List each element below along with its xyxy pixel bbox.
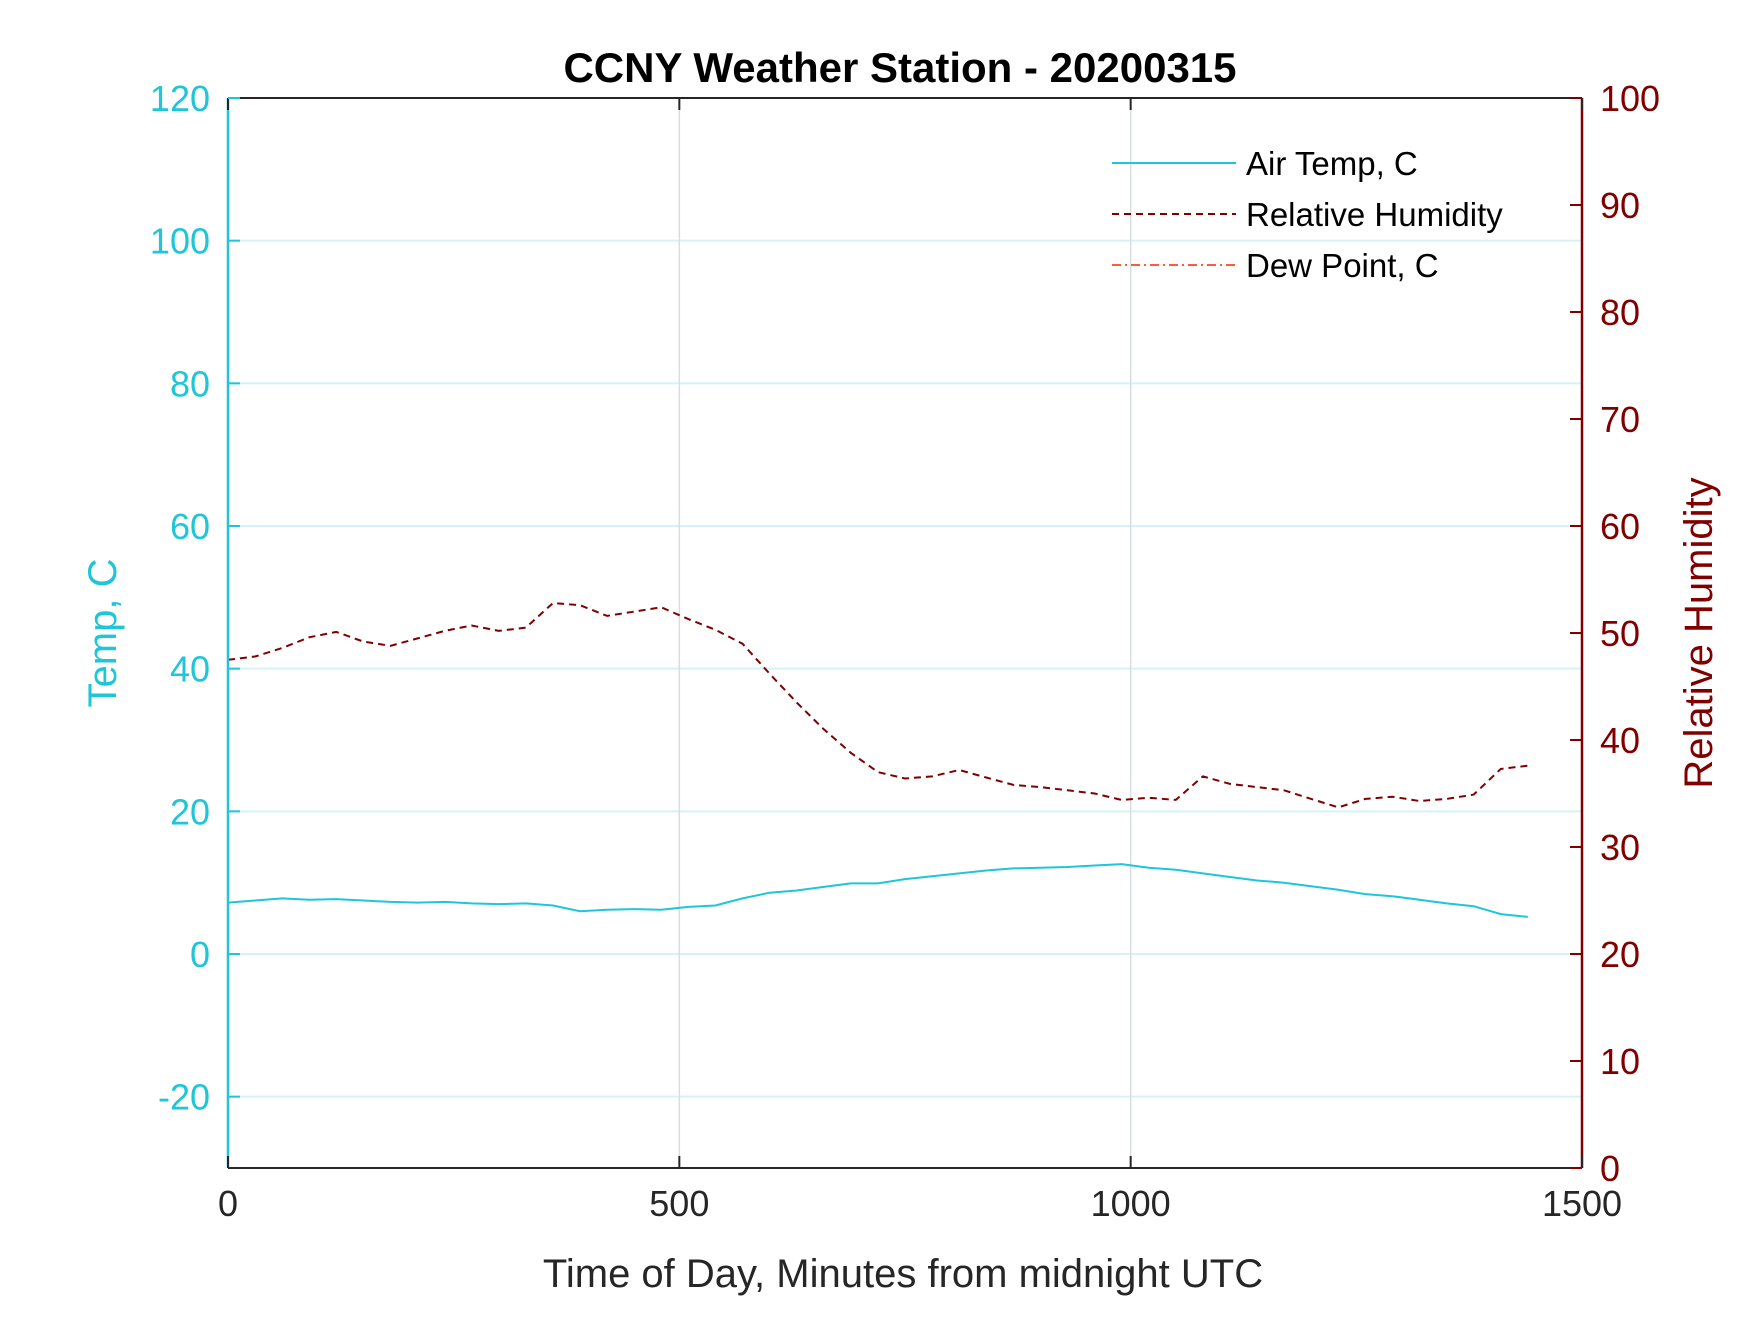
y-right-tick-label: 10 [1600, 1041, 1640, 1082]
y-axis-left-label: Temp, C [81, 559, 125, 708]
y-left-tick-label: 120 [150, 78, 210, 119]
y-left-tick-label: 0 [190, 934, 210, 975]
series-line-1 [227, 601, 1528, 809]
chart-title: CCNY Weather Station - 20200315 [563, 44, 1236, 91]
y-right-tick-label: 50 [1600, 613, 1640, 654]
legend-label: Relative Humidity [1246, 196, 1503, 233]
x-tick-label: 1000 [1091, 1183, 1171, 1224]
series-layer [227, 601, 1528, 918]
y-right-tick-label: 80 [1600, 292, 1640, 333]
y-right-tick-label: 60 [1600, 506, 1640, 547]
x-tick-label: 0 [218, 1183, 238, 1224]
y-right-tick-label: 40 [1600, 720, 1640, 761]
y-right-tick-label: 30 [1600, 827, 1640, 868]
y-axis-right-label: Relative Humidity [1677, 477, 1721, 788]
axes [226, 97, 1584, 1169]
y-left-tick-label: 20 [170, 791, 210, 832]
y-left-tick-label: -20 [158, 1077, 210, 1118]
x-tick-label: 500 [649, 1183, 709, 1224]
legend: Air Temp, C Relative Humidity Dew Point, C [1112, 145, 1503, 284]
tick-labels: 0 500 1000 1500 -20 0 20 40 60 80 100 120 0 10 20 30 40 5… [150, 78, 1660, 1224]
y-right-tick-label: 100 [1600, 78, 1660, 119]
y-right-tick-label: 0 [1600, 1148, 1620, 1189]
y-right-tick-label: 90 [1600, 185, 1640, 226]
x-axis-label: Time of Day, Minutes from midnight UTC [543, 1252, 1263, 1296]
x-tick-label: 1500 [1542, 1183, 1622, 1224]
y-right-tick-label: 70 [1600, 399, 1640, 440]
y-left-tick-label: 60 [170, 506, 210, 547]
y-left-tick-label: 40 [170, 649, 210, 690]
y-left-tick-label: 80 [170, 363, 210, 404]
legend-label: Dew Point, C [1246, 247, 1439, 284]
legend-label: Air Temp, C [1246, 145, 1418, 182]
y-right-tick-label: 20 [1600, 934, 1640, 975]
series-line-0 [227, 863, 1528, 918]
y-left-tick-label: 100 [150, 221, 210, 262]
